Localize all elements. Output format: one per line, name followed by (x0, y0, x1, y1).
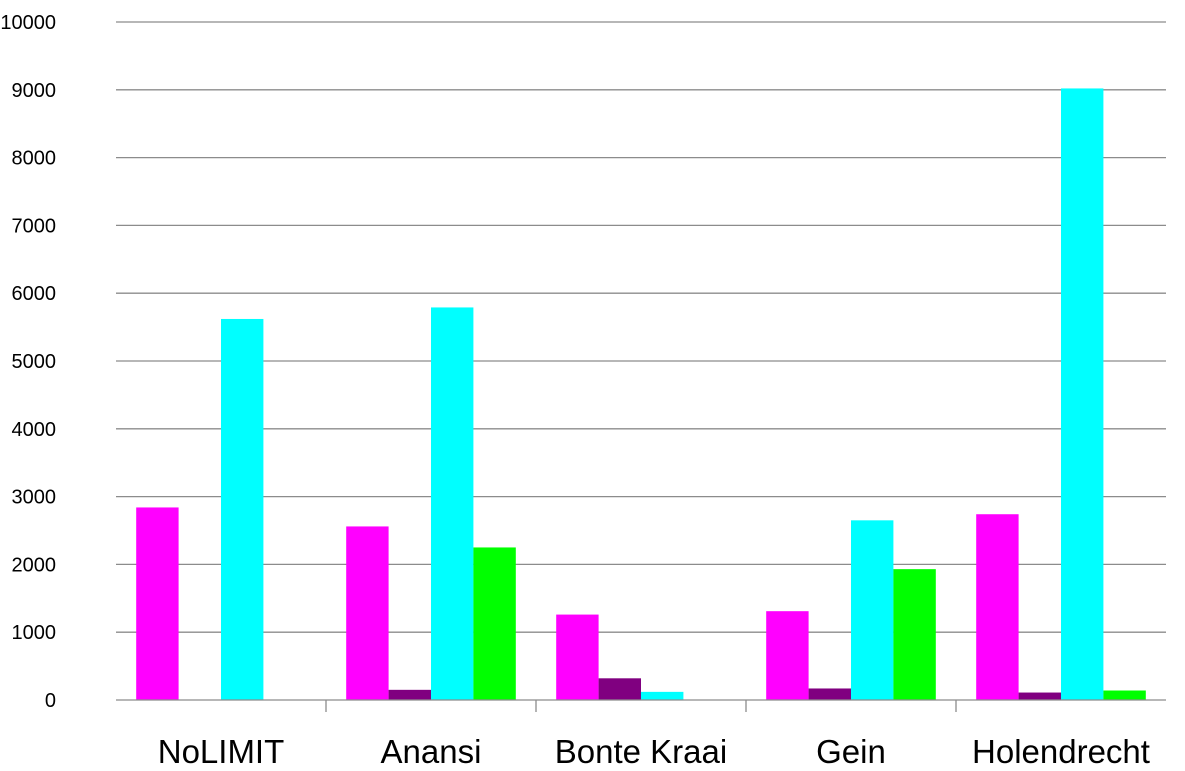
x-tick-label: Bonte Kraai (555, 733, 727, 770)
x-tick-label: NoLIMIT (158, 733, 285, 770)
gridlines (116, 21, 1166, 633)
y-tick-label: 8000 (12, 148, 57, 170)
y-axis-tick-labels: 0 1000 2000 3000 4000 5000 6000 7000 8000 9000 100… (0, 12, 56, 712)
y-tick-label: 4000 (12, 419, 57, 441)
y-tick-label: 9000 (12, 80, 57, 102)
bar (221, 318, 264, 700)
bar (1018, 692, 1061, 700)
bar (851, 520, 894, 700)
bar (808, 688, 851, 700)
bar (641, 691, 684, 700)
x-axis-tick-labels: NoLIMIT Anansi Bonte Kraai Gein Holendrecht (158, 733, 1150, 770)
x-tick-label: Anansi (381, 733, 482, 770)
y-tick-label: 6000 (12, 283, 57, 305)
bar (766, 611, 809, 700)
bar (893, 569, 936, 700)
y-tick-label: 0 (45, 690, 56, 712)
bar (1061, 88, 1104, 701)
bar (388, 689, 431, 700)
bar (431, 307, 474, 700)
x-axis (116, 699, 1166, 712)
bar (1103, 690, 1146, 700)
bar (346, 526, 389, 700)
bar (556, 614, 599, 700)
x-tick-label: Gein (816, 733, 886, 770)
y-tick-label: 10000 (0, 12, 56, 34)
bar (136, 507, 179, 700)
bar (473, 547, 516, 700)
y-tick-label: 7000 (12, 215, 57, 237)
y-tick-label: 3000 (12, 487, 57, 509)
y-tick-label: 1000 (12, 622, 57, 644)
y-tick-label: 5000 (12, 351, 57, 373)
bar (598, 678, 641, 700)
x-tick-label: Holendrecht (972, 733, 1150, 770)
bar (976, 514, 1019, 700)
bars (136, 88, 1146, 701)
y-tick-label: 2000 (12, 554, 57, 576)
